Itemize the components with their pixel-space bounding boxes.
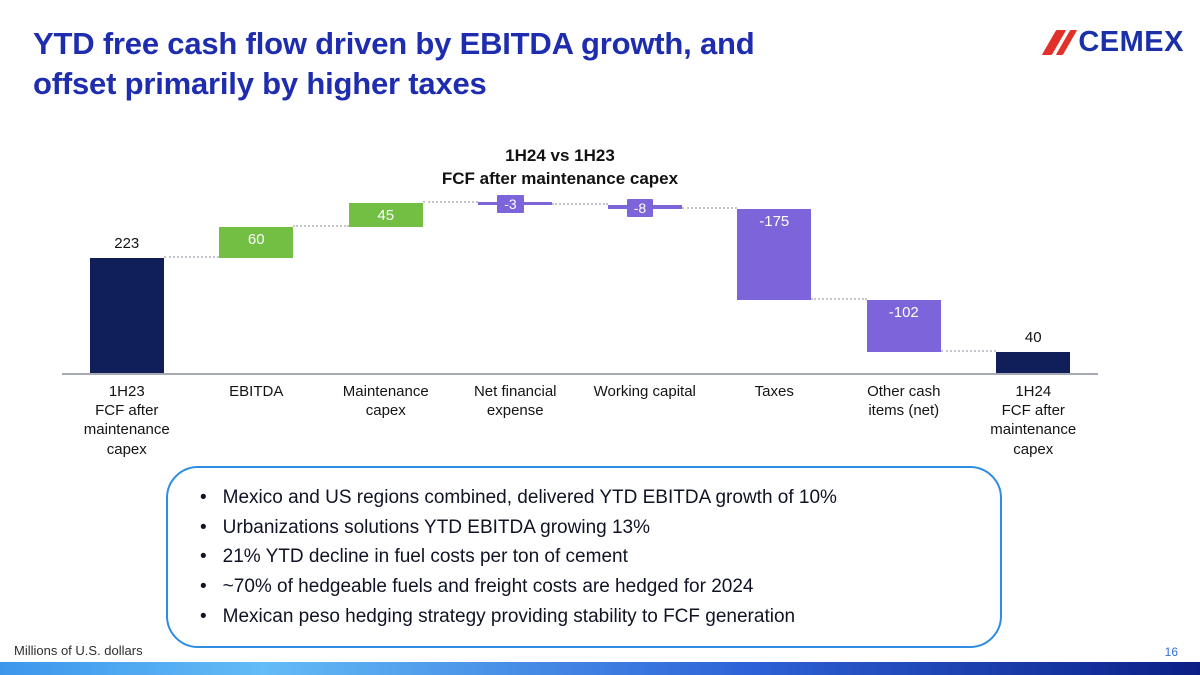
bullet-list: • Mexico and US regions combined, deliver… [192, 483, 970, 631]
bar-value-label: -175 [759, 213, 790, 231]
category-label: 1H23 FCF after maintenance capex [83, 383, 170, 458]
category-label: EBITDA [229, 383, 284, 400]
bar-value-label: 40 [1024, 329, 1042, 347]
category-label: 1H24 FCF after maintenance capex [990, 383, 1077, 458]
bullet-item: • ~70% of hedgeable fuels and freight cos… [192, 572, 970, 602]
connector-line [163, 255, 220, 258]
bottom-accent-bar [0, 662, 1200, 675]
slide-title: YTD free cash flow driven by EBITDA grow… [33, 26, 755, 102]
chart-title: 1H24 vs 1H23 FCF after maintenance capex [40, 146, 1080, 189]
connector-line [552, 202, 608, 205]
waterfall-bar [866, 299, 941, 353]
category-label: Taxes [754, 383, 794, 400]
bar-value-label: -8 [626, 199, 654, 217]
bar-value-label: -102 [888, 303, 919, 321]
waterfall-plot-area: 223 60 45 -3 -8 -175 -102 40 [62, 192, 1098, 375]
category-row: 1H23 FCF after maintenance capex EBITDA Ma… [62, 382, 1098, 468]
bar-value-label: 60 [247, 230, 265, 248]
bullet-marker: • [200, 605, 207, 627]
connector-line [940, 350, 997, 353]
chart-title-line1: 1H24 vs 1H23 [505, 146, 615, 165]
bullet-marker: • [200, 575, 207, 597]
waterfall-bar [89, 257, 164, 373]
bullet-item: • Mexico and US regions combined, deliver… [192, 483, 970, 513]
bullet-text: Mexico and US regions combined, delivere… [222, 487, 837, 508]
waterfall-bar [737, 209, 812, 300]
bullet-text: Urbanizations solutions YTD EBITDA growi… [222, 516, 651, 538]
bullet-item: • Urbanizations solutions YTD EBITDA grow… [192, 513, 970, 543]
category-label: Other cash items (net) [867, 383, 941, 420]
category-label: Maintenance capex [342, 383, 429, 420]
connector-line [422, 201, 479, 204]
highlights-box: • Mexico and US regions combined, deliver… [166, 466, 1002, 649]
bullet-marker: • [200, 487, 207, 508]
connector-line [293, 224, 349, 227]
bar-value-label: 45 [377, 207, 395, 225]
category-label: Working capital [593, 383, 696, 400]
bullet-text: ~70% of hedgeable fuels and freight cost… [222, 575, 754, 597]
bullet-item: • Mexican peso hedging strategy providing… [192, 602, 970, 632]
category-label: Net financial expense [473, 383, 557, 420]
cemex-logo: CEMEX [1042, 26, 1184, 59]
bullet-item: • 21% YTD decline in fuel costs per ton o… [192, 542, 970, 572]
footer-note: Millions of U.S. dollars [14, 643, 143, 658]
bar-value-label: 223 [114, 234, 140, 252]
waterfall-bar [219, 226, 294, 258]
bullet-text: Mexican peso hedging strategy providing … [222, 605, 796, 627]
page-number: 16 [1164, 645, 1178, 659]
bullet-marker: • [200, 516, 207, 538]
chart-title-line2: FCF after maintenance capex [441, 169, 679, 188]
waterfall-bar [348, 203, 423, 227]
bullet-marker: • [200, 546, 207, 568]
logo-text: CEMEX [1078, 26, 1184, 58]
connector-line [681, 207, 738, 210]
bar-value-label: -3 [497, 195, 524, 214]
connector-line [811, 297, 867, 300]
waterfall-bar [996, 352, 1071, 373]
bullet-text: 21% YTD decline in fuel costs per ton of… [222, 546, 628, 568]
